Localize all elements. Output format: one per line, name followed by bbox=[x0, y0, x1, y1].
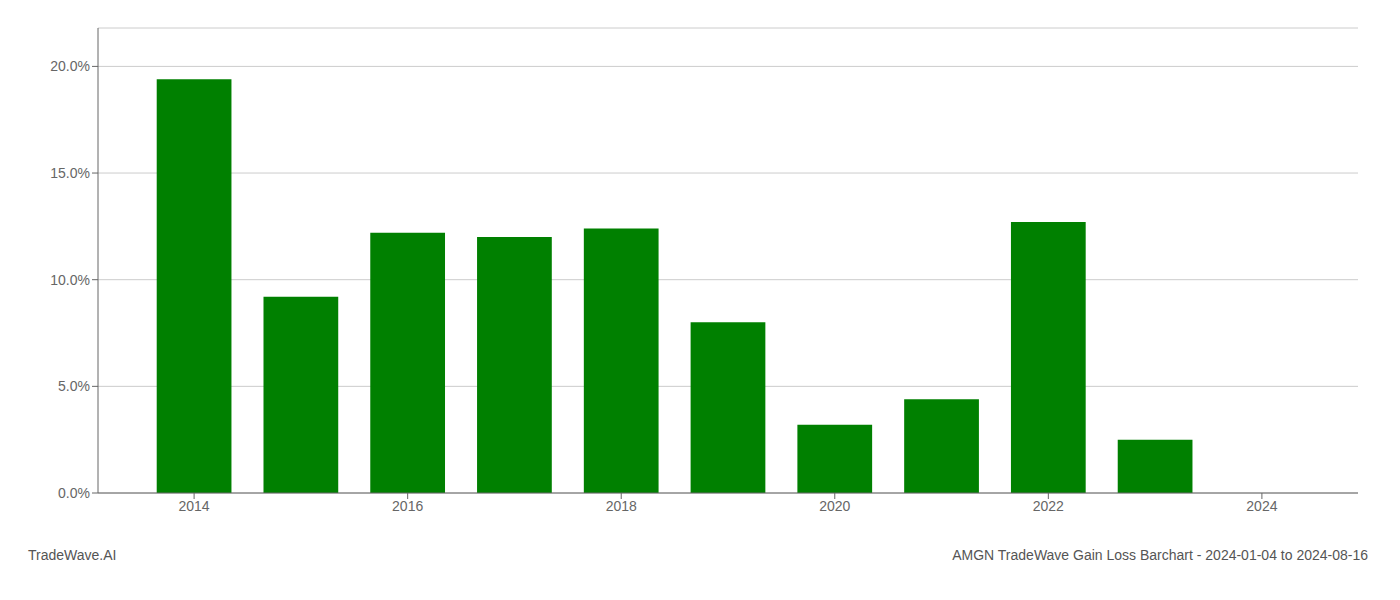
svg-text:15.0%: 15.0% bbox=[50, 165, 90, 181]
svg-text:2014: 2014 bbox=[179, 498, 210, 514]
html-text:AMGN TradeWave Gain Loss Barch: AMGN TradeWave Gain Loss Barchart - 2024… bbox=[952, 547, 1368, 563]
svg-text:2018: 2018 bbox=[606, 498, 637, 514]
html-text:TradeWave.AI: TradeWave.AI bbox=[28, 547, 117, 563]
svg-text:2022: 2022 bbox=[1033, 498, 1064, 514]
svg-text:2024: 2024 bbox=[1246, 498, 1277, 514]
svg-text:2020: 2020 bbox=[819, 498, 850, 514]
svg-text:2016: 2016 bbox=[392, 498, 423, 514]
svg-text:5.0%: 5.0% bbox=[58, 378, 90, 394]
svg-text:20.0%: 20.0% bbox=[50, 58, 90, 74]
svg-text:10.0%: 10.0% bbox=[50, 272, 90, 288]
svg-text:0.0%: 0.0% bbox=[58, 485, 90, 501]
